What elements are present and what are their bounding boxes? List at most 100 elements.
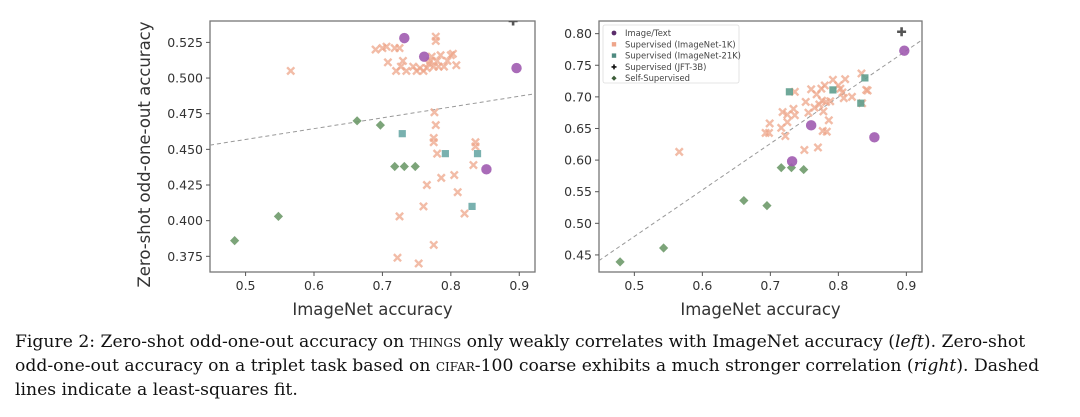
point-supervised-imagenet-1k	[448, 49, 458, 59]
point-self-supervised	[352, 116, 362, 126]
point-supervised-imagenet-1k	[790, 110, 800, 120]
y-axis-label: Zero-shot odd-one-out accuracy	[135, 21, 154, 287]
point-self-supervised	[230, 236, 240, 246]
point-supervised-imagenet-21k	[785, 88, 793, 96]
point-self-supervised	[776, 163, 786, 173]
legend-marker-supervised-imagenet-1k	[611, 42, 617, 47]
point-supervised-imagenet-1k	[429, 137, 439, 147]
point-supervised-imagenet-1k	[429, 107, 439, 117]
axes-frame	[598, 20, 923, 273]
point-supervised-imagenet-1k	[449, 170, 459, 180]
point-supervised-imagenet-1k	[382, 42, 391, 52]
right-scatter-plot: 0.5 0.6 0.7 0.8 0.9 0.45 0.50 0.55 0.60 0.65 0.70 0…	[564, 20, 923, 319]
point-supervised-imagenet-1k	[432, 149, 442, 159]
point-supervised-imagenet-1k	[429, 240, 439, 250]
legend-marker-self-supervised	[611, 75, 617, 81]
x-axis-label: ImageNet accuracy	[292, 300, 453, 319]
axes-frame	[209, 20, 536, 273]
point-supervised-imagenet-1k	[460, 209, 469, 218]
point-supervised-imagenet-1k	[824, 115, 834, 125]
x-tick-label: 0.9	[896, 278, 916, 293]
point-image-text	[399, 32, 410, 44]
point-self-supervised	[615, 257, 625, 267]
point-supervised-imagenet-1k	[414, 258, 424, 268]
point-supervised-imagenet-1k	[442, 56, 452, 66]
point-supervised-imagenet-1k	[395, 211, 404, 221]
point-supervised-jft-3b	[897, 27, 907, 37]
point-supervised-imagenet-1k	[471, 142, 480, 151]
x-tick-label: 0.6	[692, 278, 712, 293]
y-tick-label: 0.475	[167, 106, 203, 121]
x-tick-label: 0.9	[509, 278, 529, 293]
legend-label: Image/Text	[625, 28, 672, 38]
caption-text: ). Dashed lines indicate a least-squares…	[15, 356, 1040, 400]
point-supervised-imagenet-21k	[829, 86, 837, 94]
x-tick-label: 0.8	[828, 278, 848, 293]
legend-label: Supervised (JFT-3B)	[625, 62, 706, 72]
point-self-supervised	[375, 120, 385, 130]
x-tick-label: 0.8	[441, 278, 461, 293]
y-tick-label: 0.50	[564, 216, 592, 231]
point-supervised-imagenet-1k	[439, 62, 449, 72]
point-supervised-imagenet-21k	[857, 99, 865, 107]
point-supervised-imagenet-1k	[799, 145, 809, 155]
point-supervised-imagenet-1k	[395, 43, 404, 53]
point-supervised-imagenet-1k	[839, 93, 849, 103]
x-tick-label: 0.7	[372, 278, 392, 293]
x-axis-label: ImageNet accuracy	[680, 300, 841, 319]
point-supervised-imagenet-21k	[861, 74, 869, 82]
caption-text: -100 coarse exhibits a much stronger cor…	[474, 356, 914, 376]
y-tick-label: 0.525	[167, 35, 203, 50]
point-supervised-imagenet-1k	[431, 120, 441, 130]
caption-dataset-cifar: cifar	[435, 356, 475, 376]
point-supervised-imagenet-1k	[422, 180, 432, 190]
point-supervised-imagenet-1k	[801, 97, 811, 107]
legend-label: Self-Supervised	[625, 73, 690, 83]
point-supervised-imagenet-1k	[780, 131, 790, 141]
point-supervised-imagenet-1k	[419, 201, 428, 211]
point-image-text	[481, 164, 492, 175]
y-tick-label: 0.500	[167, 71, 203, 86]
point-supervised-imagenet-1k	[674, 147, 684, 157]
point-supervised-imagenet-1k	[286, 66, 296, 76]
point-supervised-imagenet-1k	[840, 74, 850, 84]
x-tick-label: 0.5	[236, 278, 256, 293]
y-tick-label: 0.55	[564, 184, 592, 199]
y-tick-label: 0.400	[167, 213, 203, 228]
point-supervised-jft-3b	[508, 21, 518, 26]
point-supervised-imagenet-1k	[863, 86, 873, 95]
point-supervised-imagenet-1k	[468, 160, 478, 170]
y-tick-label: 0.60	[564, 153, 592, 168]
caption-text: ). Zero-shot odd-one-out accuracy on a t…	[15, 332, 1026, 376]
point-supervised-imagenet-1k	[825, 96, 835, 106]
point-image-text	[869, 132, 880, 143]
legend-marker-image-text	[611, 30, 617, 36]
caption-text: only weakly correlates with ImageNet acc…	[461, 332, 895, 352]
point-self-supervised	[659, 243, 669, 253]
legend-marker-supervised-imagenet-21k	[611, 53, 617, 58]
y-tick-label: 0.70	[564, 89, 592, 104]
point-supervised-imagenet-1k	[436, 50, 446, 60]
y-tick-label: 0.80	[564, 26, 592, 41]
point-supervised-imagenet-1k	[822, 127, 832, 137]
point-supervised-imagenet-1k	[765, 118, 775, 128]
point-supervised-imagenet-1k	[813, 142, 823, 152]
x-tick-label: 0.7	[760, 278, 780, 293]
y-tick-label: 0.75	[564, 58, 592, 73]
y-tick-label: 0.45	[564, 247, 592, 262]
caption-right-ref: right	[913, 356, 957, 376]
data-points	[615, 27, 910, 267]
point-supervised-imagenet-1k	[778, 107, 788, 117]
y-tick-label: 0.65	[564, 121, 592, 136]
left-scatter-plot: 0.5 0.6 0.7 0.8 0.9 0.375 0.400 0.425 0.450 0.475…	[135, 20, 536, 319]
data-points	[230, 21, 522, 268]
point-supervised-imagenet-1k	[451, 60, 461, 70]
point-image-text	[786, 156, 798, 167]
point-self-supervised	[739, 195, 749, 206]
point-supervised-imagenet-1k	[818, 106, 828, 116]
point-supervised-imagenet-1k	[371, 45, 381, 54]
caption-dataset-things: things	[409, 332, 462, 352]
point-supervised-imagenet-21k	[473, 150, 482, 158]
y-tick-label: 0.375	[167, 249, 203, 264]
